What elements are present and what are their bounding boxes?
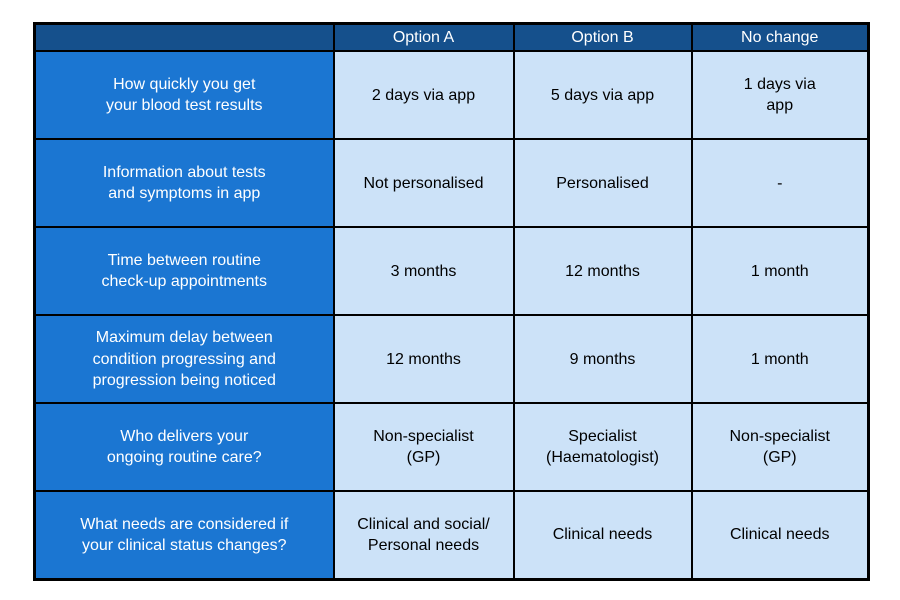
cell-no-change: Clinical needs: [690, 490, 870, 581]
cell-option-b: Personalised: [512, 138, 693, 229]
cell-no-change: Non-specialist (GP): [690, 402, 870, 493]
row-label: Maximum delay between condition progress…: [33, 314, 335, 405]
cell-option-a: Not personalised: [332, 138, 515, 229]
row-label: How quickly you get your blood test resu…: [33, 50, 335, 141]
header-row: Option A Option B No change: [33, 22, 870, 53]
cell-option-b: Clinical needs: [512, 490, 693, 581]
cell-option-b: 12 months: [512, 226, 693, 317]
row-label: Information about tests and symptoms in …: [33, 138, 335, 229]
row-label: Time between routine check-up appointmen…: [33, 226, 335, 317]
options-comparison-table: Option A Option B No change How quickly …: [33, 22, 870, 581]
table-row-app-information: Information about tests and symptoms in …: [33, 138, 870, 229]
cell-no-change: 1 month: [690, 226, 870, 317]
cell-no-change: 1 days via app: [690, 50, 870, 141]
cell-option-b: 9 months: [512, 314, 693, 405]
column-header-option-a: Option A: [332, 22, 515, 53]
cell-option-a: 3 months: [332, 226, 515, 317]
column-header-option-b: Option B: [512, 22, 693, 53]
cell-option-a: Non-specialist (GP): [332, 402, 515, 493]
table-row-checkup-interval: Time between routine check-up appointmen…: [33, 226, 870, 317]
cell-option-b: Specialist (Haematologist): [512, 402, 693, 493]
table-row-results-speed: How quickly you get your blood test resu…: [33, 50, 870, 141]
cell-option-a: 2 days via app: [332, 50, 515, 141]
table-row-needs-considered: What needs are considered if your clinic…: [33, 490, 870, 581]
row-label: What needs are considered if your clinic…: [33, 490, 335, 581]
column-header-no-change: No change: [690, 22, 870, 53]
cell-no-change: 1 month: [690, 314, 870, 405]
table-row-progression-delay: Maximum delay between condition progress…: [33, 314, 870, 405]
comparison-table-container: Option A Option B No change How quickly …: [33, 22, 870, 581]
column-header-blank: [33, 22, 335, 53]
cell-option-a: 12 months: [332, 314, 515, 405]
row-label: Who delivers your ongoing routine care?: [33, 402, 335, 493]
cell-option-a: Clinical and social/ Personal needs: [332, 490, 515, 581]
cell-option-b: 5 days via app: [512, 50, 693, 141]
table-row-care-provider: Who delivers your ongoing routine care? …: [33, 402, 870, 493]
cell-no-change: -: [690, 138, 870, 229]
